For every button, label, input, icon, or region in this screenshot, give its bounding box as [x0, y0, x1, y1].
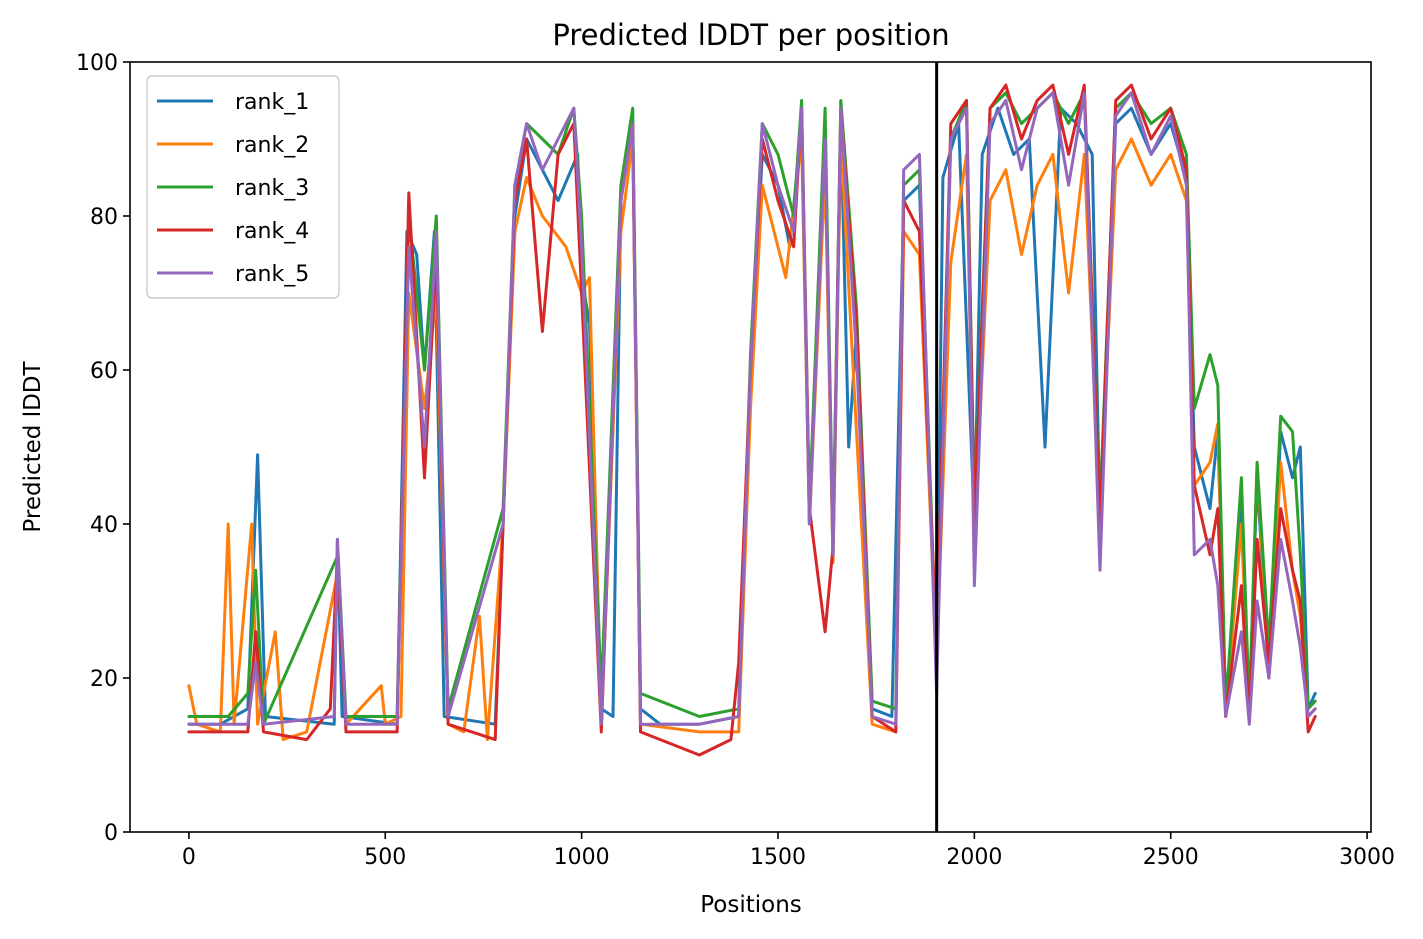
y-axis-ticks: 0 20 40 60 80 100 — [76, 51, 130, 846]
legend-label-rank-3: rank_3 — [235, 176, 309, 201]
legend-items: rank_1 rank_2 rank_3 rank_4 rank_5 — [157, 90, 309, 287]
x-tick-label: 0 — [182, 845, 196, 870]
y-tick-label: 40 — [90, 513, 118, 538]
legend-label-rank-1: rank_1 — [235, 90, 309, 115]
chart-title: Predicted lDDT per position — [552, 18, 949, 52]
y-tick-label: 20 — [90, 667, 118, 692]
legend-label-rank-4: rank_4 — [235, 219, 309, 244]
legend-box — [146, 75, 340, 299]
y-tick-label: 100 — [76, 51, 118, 76]
x-tick-label: 1500 — [750, 845, 806, 870]
plot-frame — [129, 61, 1372, 833]
x-tick-label: 500 — [364, 845, 406, 870]
series-line-rank-5 — [187, 91, 1317, 726]
x-axis-ticks: 0 500 1000 1500 2000 2500 3000 — [182, 832, 1395, 870]
y-tick-label: 0 — [104, 821, 118, 846]
x-tick-label: 1000 — [554, 845, 610, 870]
legend-label-rank-2: rank_2 — [235, 133, 309, 158]
legend: rank_1 rank_2 rank_3 rank_4 rank_5 — [146, 75, 340, 299]
y-tick-label: 60 — [90, 359, 118, 384]
x-axis-label: Positions — [700, 892, 802, 918]
legend-label-rank-5: rank_5 — [235, 262, 309, 287]
x-tick-label: 2000 — [946, 845, 1002, 870]
y-axis-label: Predicted lDDT — [20, 360, 46, 532]
plot-lines — [187, 83, 1317, 757]
x-tick-label: 3000 — [1339, 845, 1395, 870]
x-tick-label: 2500 — [1143, 845, 1199, 870]
y-tick-label: 80 — [90, 205, 118, 230]
